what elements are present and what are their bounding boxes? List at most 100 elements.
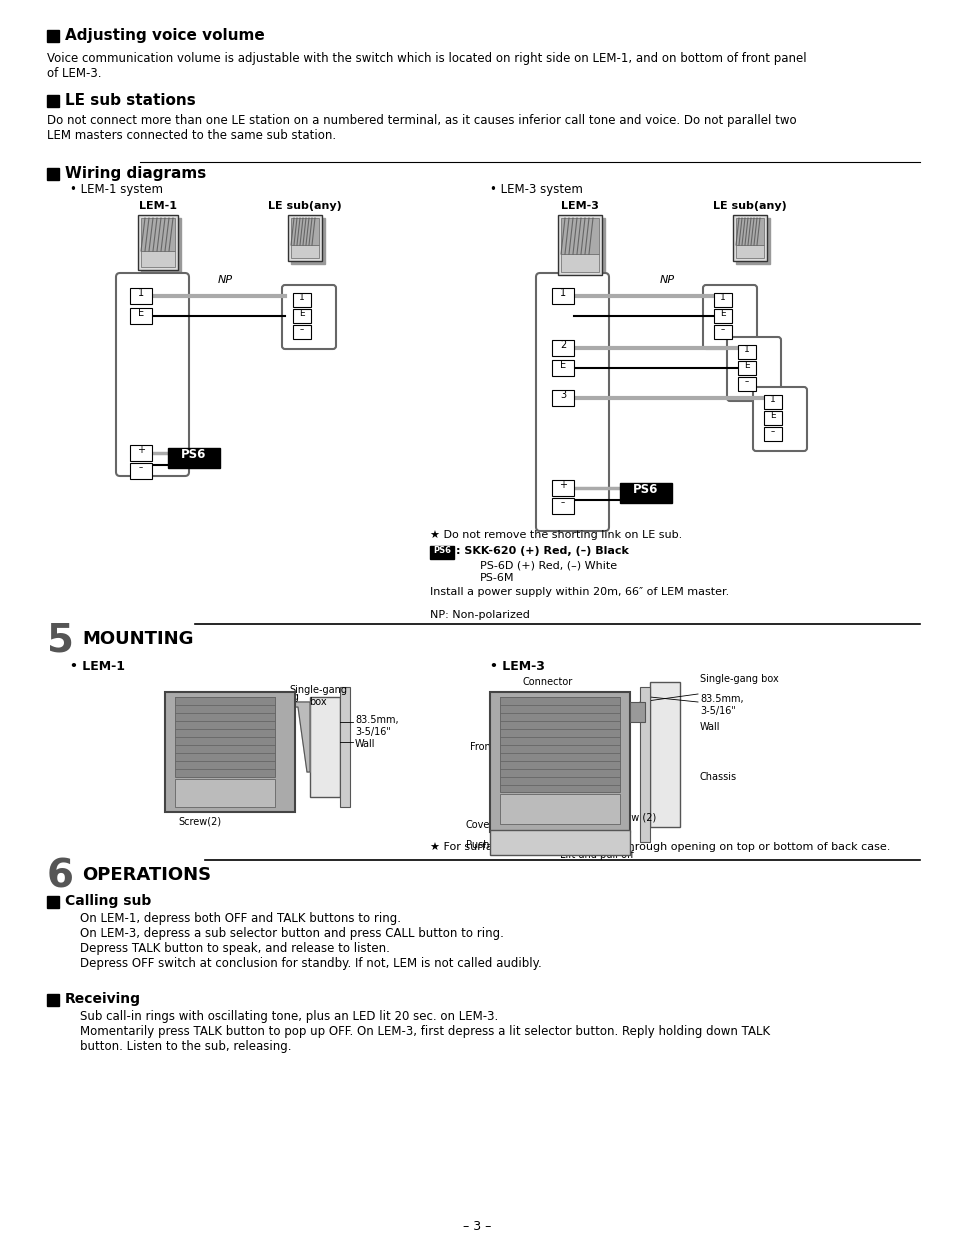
Bar [738, 345, 755, 359]
Text: MOUNTING: MOUNTING [82, 630, 193, 647]
Bar [47, 994, 59, 1006]
Bar [552, 340, 574, 357]
Text: NP: Non-polarized: NP: Non-polarized [430, 610, 529, 620]
Text: 1: 1 [559, 288, 565, 298]
Bar [168, 448, 220, 468]
Text: – 3 –: – 3 – [462, 1219, 491, 1233]
Text: E: E [559, 360, 565, 370]
Bar [490, 829, 629, 855]
Text: Wall: Wall [355, 739, 375, 749]
Bar [735, 218, 763, 245]
Bar [763, 411, 781, 425]
Bar [558, 215, 601, 275]
Text: Sub call-in rings with oscillating tone, plus an LED lit 20 sec. on LEM-3.
Momen: Sub call-in rings with oscillating tone,… [80, 1010, 769, 1054]
Bar [713, 310, 731, 323]
Bar [293, 293, 311, 307]
Bar [165, 692, 294, 812]
Text: PS-6D (+) Red, (–) White: PS-6D (+) Red, (–) White [479, 560, 617, 569]
Text: Mounting
bracket: Mounting bracket [253, 692, 298, 713]
Text: Install a power supply within 20m, 66″ of LEM master.: Install a power supply within 20m, 66″ o… [430, 587, 728, 597]
Bar [47, 168, 59, 180]
Bar [291, 218, 325, 264]
Text: • LEM-1: • LEM-1 [70, 660, 125, 673]
Text: • LEM-3: • LEM-3 [490, 660, 544, 673]
Text: LE sub(any): LE sub(any) [713, 201, 786, 210]
Text: PS6: PS6 [181, 448, 207, 461]
Bar [552, 498, 574, 514]
Text: 1: 1 [769, 395, 775, 404]
Text: +: + [558, 480, 566, 490]
Text: Do not connect more than one LE station on a numbered terminal, as it causes inf: Do not connect more than one LE station … [47, 114, 796, 142]
Bar [293, 326, 311, 339]
Text: 83.5mm,
3-5/16": 83.5mm, 3-5/16" [700, 695, 742, 716]
Bar [174, 779, 274, 807]
Text: –: – [720, 326, 724, 334]
Bar [738, 378, 755, 391]
Text: On LEM-1, depress both OFF and TALK buttons to ring.
On LEM-3, depress a sub sel: On LEM-1, depress both OFF and TALK butt… [80, 912, 541, 971]
Text: 1: 1 [720, 293, 725, 302]
Text: –: – [744, 378, 748, 386]
Text: NP: NP [218, 275, 233, 285]
Text: • LEM-1 system: • LEM-1 system [70, 183, 163, 196]
FancyBboxPatch shape [116, 274, 189, 475]
Text: • LEM-3 system: • LEM-3 system [490, 183, 582, 196]
Bar [339, 687, 350, 807]
Text: 3: 3 [559, 390, 565, 400]
FancyBboxPatch shape [282, 285, 335, 349]
Text: Screw (2): Screw (2) [609, 812, 656, 822]
Bar [47, 30, 59, 42]
Text: Wiring diagrams: Wiring diagrams [65, 166, 206, 181]
Bar [430, 546, 454, 560]
Text: –: – [299, 326, 304, 334]
Text: ★ For surface wall cable run, pass through opening on top or bottom of back case: ★ For surface wall cable run, pass throu… [430, 842, 889, 852]
Bar [629, 702, 644, 722]
Text: E: E [769, 411, 775, 420]
Text: Adjusting voice volume: Adjusting voice volume [65, 28, 265, 43]
Text: ★ Do not remove the shorting link on LE sub.: ★ Do not remove the shorting link on LE … [430, 530, 681, 540]
Bar [560, 218, 604, 279]
Text: NP: NP [659, 275, 675, 285]
Bar [490, 692, 629, 832]
Bar [713, 293, 731, 307]
Text: 1: 1 [299, 293, 305, 302]
Bar [310, 697, 339, 797]
Bar [639, 687, 649, 842]
Bar [291, 245, 318, 258]
Bar [174, 697, 274, 777]
Text: Lift and pull off: Lift and pull off [559, 851, 633, 860]
Bar [293, 310, 311, 323]
Text: 1: 1 [743, 345, 749, 354]
Text: Cover: Cover [465, 820, 494, 829]
Bar [738, 361, 755, 375]
Text: 6: 6 [47, 858, 74, 896]
Bar [138, 215, 178, 270]
Text: 2: 2 [559, 340, 565, 350]
Bar [713, 326, 731, 339]
Bar [735, 218, 769, 264]
Bar [735, 245, 763, 258]
Bar [560, 218, 598, 254]
Bar [552, 288, 574, 305]
FancyBboxPatch shape [726, 337, 781, 401]
Bar [291, 218, 318, 245]
Bar [499, 794, 619, 825]
Polygon shape [294, 702, 310, 773]
Bar [141, 218, 181, 274]
Bar [560, 254, 598, 272]
Text: OPERATIONS: OPERATIONS [82, 867, 211, 884]
FancyBboxPatch shape [536, 274, 608, 531]
Text: Wall: Wall [700, 722, 720, 732]
Text: PS6: PS6 [633, 483, 658, 496]
Text: –: – [560, 498, 564, 508]
Text: Voice communication volume is adjustable with the switch which is located on rig: Voice communication volume is adjustable… [47, 52, 806, 80]
Text: PS-6M: PS-6M [479, 573, 514, 583]
Text: –: – [139, 463, 143, 472]
Bar [619, 483, 671, 503]
Text: Single-gang
box: Single-gang box [289, 685, 347, 707]
Text: Front Case: Front Case [470, 742, 521, 751]
Bar [649, 682, 679, 827]
Text: E: E [720, 310, 725, 318]
Bar [130, 444, 152, 461]
Text: Receiving: Receiving [65, 992, 141, 1006]
Text: –: – [770, 427, 774, 436]
